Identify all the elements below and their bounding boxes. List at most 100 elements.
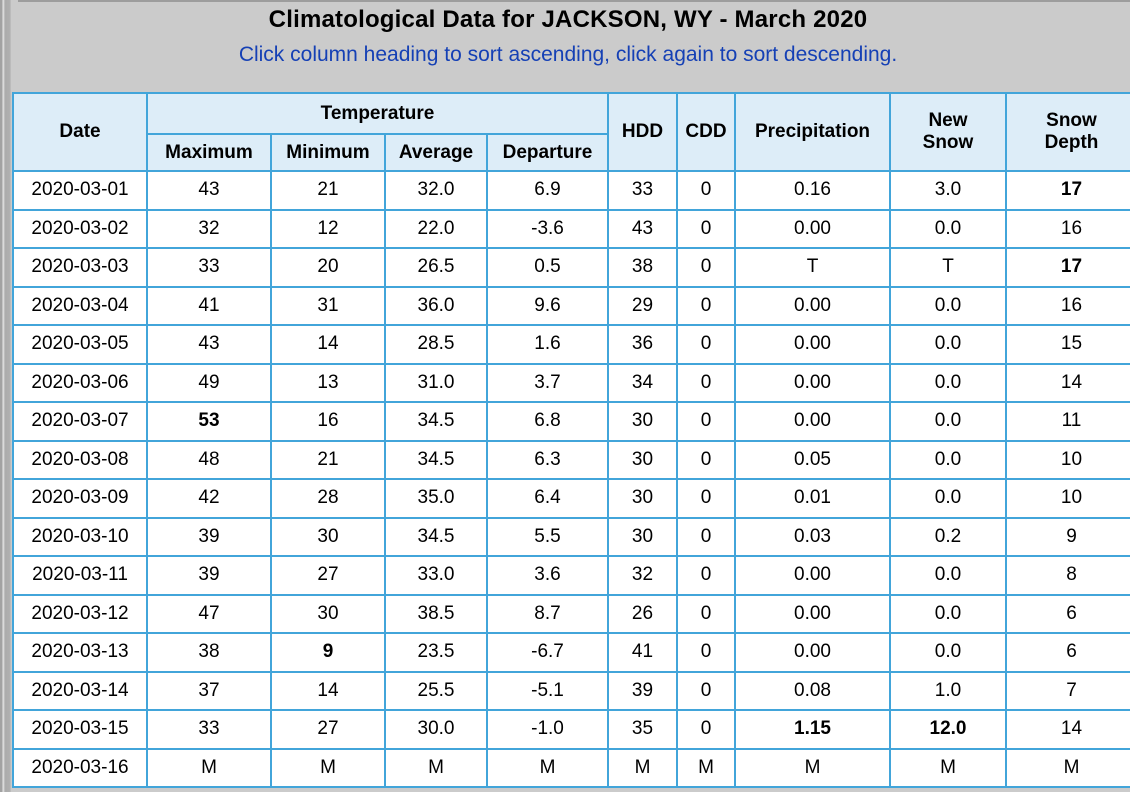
cell-precipitation: 0.00	[734, 324, 891, 365]
cell-precipitation: 0.00	[734, 632, 891, 673]
cell-snow_depth: M	[1005, 747, 1130, 788]
cell-departure: 1.6	[486, 324, 609, 365]
cell-hdd: 41	[607, 632, 678, 673]
cell-average: 30.0	[384, 709, 488, 750]
table-row: 2020-03-14 37 14 25.5 -5.1 39 0 0.08 1.0 7	[12, 670, 1130, 711]
cell-departure: 6.4	[486, 478, 609, 519]
column-header-minimum[interactable]: Minimum	[270, 133, 386, 172]
cell-date: 2020-03-02	[12, 208, 148, 249]
cell-date: 2020-03-16	[12, 747, 148, 788]
cell-hdd: 30	[607, 516, 678, 557]
cell-cdd: 0	[676, 670, 736, 711]
cell-precipitation: 0.05	[734, 439, 891, 480]
cell-precipitation: 0.16	[734, 170, 891, 211]
cell-snow_depth: 17	[1005, 247, 1130, 288]
cell-date: 2020-03-03	[12, 247, 148, 288]
cell-snow_depth: 11	[1005, 401, 1130, 442]
cell-precipitation: 0.00	[734, 401, 891, 442]
table-row: 2020-03-10 39 30 34.5 5.5 30 0 0.03 0.2 9	[12, 516, 1130, 557]
cell-precipitation: 0.00	[734, 208, 891, 249]
cell-new_snow: 0.0	[889, 208, 1007, 249]
cell-hdd: 30	[607, 401, 678, 442]
cell-maximum: 33	[146, 709, 272, 750]
cell-new_snow: 0.0	[889, 478, 1007, 519]
climate-table-body: 2020-03-01 43 21 32.0 6.9 33 0 0.16 3.0 17 2020-03…	[12, 170, 1130, 788]
cell-snow_depth: 9	[1005, 516, 1130, 557]
cell-hdd: 36	[607, 324, 678, 365]
cell-cdd: 0	[676, 632, 736, 673]
cell-date: 2020-03-07	[12, 401, 148, 442]
cell-date: 2020-03-08	[12, 439, 148, 480]
cell-hdd: 38	[607, 247, 678, 288]
page-title: Climatological Data for JACKSON, WY - Ma…	[268, 6, 868, 33]
cell-maximum: M	[146, 747, 272, 788]
cell-average: 26.5	[384, 247, 488, 288]
cell-hdd: 32	[607, 555, 678, 596]
cell-precipitation: 0.00	[734, 362, 891, 403]
cell-maximum: 37	[146, 670, 272, 711]
cell-minimum: 9	[270, 632, 386, 673]
cell-precipitation: 0.08	[734, 670, 891, 711]
cell-precipitation: M	[734, 747, 891, 788]
column-header-precipitation[interactable]: Precipitation	[734, 92, 891, 172]
column-header-snow-depth[interactable]: Snow Depth	[1005, 92, 1130, 172]
cell-precipitation: 0.00	[734, 285, 891, 326]
cell-date: 2020-03-10	[12, 516, 148, 557]
cell-average: 25.5	[384, 670, 488, 711]
cell-snow_depth: 8	[1005, 555, 1130, 596]
cell-hdd: 33	[607, 170, 678, 211]
cell-maximum: 39	[146, 555, 272, 596]
cell-minimum: 14	[270, 670, 386, 711]
cell-minimum: 13	[270, 362, 386, 403]
cell-snow_depth: 6	[1005, 593, 1130, 634]
cell-cdd: 0	[676, 285, 736, 326]
column-header-maximum[interactable]: Maximum	[146, 133, 272, 172]
window-top-edge	[18, 0, 1130, 2]
window-left-edge	[0, 0, 11, 792]
cell-precipitation: 0.00	[734, 593, 891, 634]
cell-departure: -6.7	[486, 632, 609, 673]
cell-snow_depth: 10	[1005, 478, 1130, 519]
cell-departure: 9.6	[486, 285, 609, 326]
cell-average: 34.5	[384, 439, 488, 480]
cell-minimum: 20	[270, 247, 386, 288]
cell-new_snow: 1.0	[889, 670, 1007, 711]
cell-hdd: 30	[607, 478, 678, 519]
cell-date: 2020-03-09	[12, 478, 148, 519]
table-row: 2020-03-09 42 28 35.0 6.4 30 0 0.01 0.0 10	[12, 478, 1130, 519]
cell-departure: M	[486, 747, 609, 788]
column-header-departure[interactable]: Departure	[486, 133, 609, 172]
column-header-hdd[interactable]: HDD	[607, 92, 678, 172]
column-header-date[interactable]: Date	[12, 92, 148, 172]
cell-new_snow: 0.0	[889, 362, 1007, 403]
cell-average: 22.0	[384, 208, 488, 249]
cell-departure: 3.6	[486, 555, 609, 596]
cell-departure: -5.1	[486, 670, 609, 711]
cell-new_snow: 0.0	[889, 555, 1007, 596]
cell-maximum: 53	[146, 401, 272, 442]
cell-average: 34.5	[384, 401, 488, 442]
header-row-group: Date Temperature HDD CDD Precipitation N…	[12, 92, 1130, 172]
table-row: 2020-03-08 48 21 34.5 6.3 30 0 0.05 0.0 10	[12, 439, 1130, 480]
sort-instructions: Click column heading to sort ascending, …	[238, 43, 898, 66]
table-row: 2020-03-13 38 9 23.5 -6.7 41 0 0.00 0.0 6	[12, 632, 1130, 673]
cell-maximum: 49	[146, 362, 272, 403]
cell-average: 33.0	[384, 555, 488, 596]
cell-hdd: 35	[607, 709, 678, 750]
column-header-cdd[interactable]: CDD	[676, 92, 736, 172]
cell-average: 35.0	[384, 478, 488, 519]
cell-departure: 0.5	[486, 247, 609, 288]
cell-maximum: 43	[146, 170, 272, 211]
column-header-new-snow[interactable]: New Snow	[889, 92, 1007, 172]
table-row: 2020-03-11 39 27 33.0 3.6 32 0 0.00 0.0 8	[12, 555, 1130, 596]
cell-average: 28.5	[384, 324, 488, 365]
cell-cdd: 0	[676, 709, 736, 750]
cell-cdd: 0	[676, 324, 736, 365]
cell-average: 32.0	[384, 170, 488, 211]
column-header-average[interactable]: Average	[384, 133, 488, 172]
cell-date: 2020-03-06	[12, 362, 148, 403]
cell-average: 34.5	[384, 516, 488, 557]
cell-minimum: 16	[270, 401, 386, 442]
cell-new_snow: T	[889, 247, 1007, 288]
cell-new_snow: 3.0	[889, 170, 1007, 211]
